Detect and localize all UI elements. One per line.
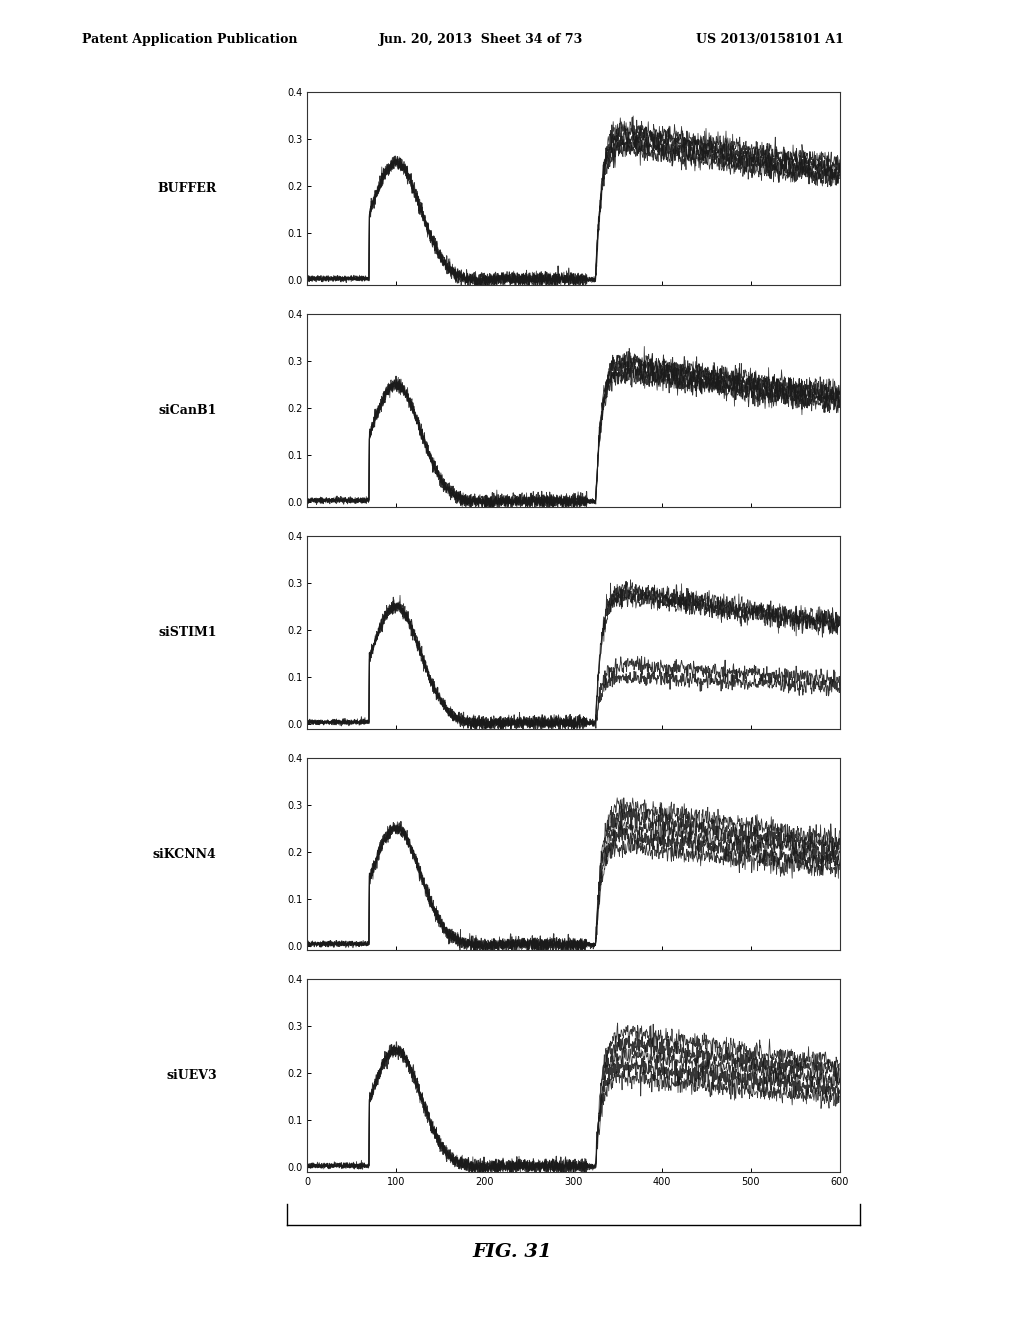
Text: Patent Application Publication: Patent Application Publication <box>82 33 297 46</box>
Text: siUEV3: siUEV3 <box>166 1069 217 1082</box>
Text: siCanB1: siCanB1 <box>159 404 217 417</box>
Text: US 2013/0158101 A1: US 2013/0158101 A1 <box>696 33 844 46</box>
Text: BUFFER: BUFFER <box>158 182 217 195</box>
Text: siSTIM1: siSTIM1 <box>158 626 217 639</box>
Text: Jun. 20, 2013  Sheet 34 of 73: Jun. 20, 2013 Sheet 34 of 73 <box>379 33 583 46</box>
Text: siKCNN4: siKCNN4 <box>153 847 217 861</box>
Text: FIG. 31: FIG. 31 <box>472 1242 552 1261</box>
